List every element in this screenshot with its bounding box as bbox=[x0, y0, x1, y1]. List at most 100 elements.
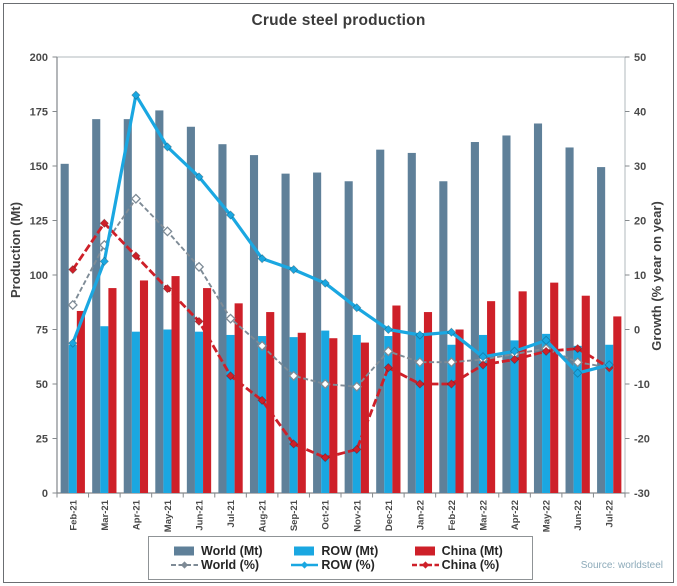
legend-label: World (Mt) bbox=[201, 543, 263, 558]
legend-item-row: ROW (%) bbox=[291, 559, 411, 572]
line-marker-icon bbox=[291, 561, 319, 569]
markers-row bbox=[68, 90, 614, 378]
left-tick-label: 25 bbox=[36, 433, 48, 445]
bar-world-mt bbox=[376, 149, 385, 493]
bar-china-mt bbox=[423, 312, 433, 493]
right-tick-label: -30 bbox=[634, 488, 650, 500]
line-marker-icon bbox=[411, 561, 439, 569]
bar-row-mt bbox=[542, 333, 551, 493]
diamond-marker bbox=[162, 142, 173, 152]
bar-row-mt bbox=[321, 330, 330, 493]
diamond-marker bbox=[446, 357, 457, 368]
bar-china-mt bbox=[613, 316, 622, 493]
bar-china-mt bbox=[550, 282, 559, 493]
left-tick-label: 0 bbox=[42, 488, 48, 500]
bar-row-mt bbox=[415, 333, 424, 493]
diamond-marker bbox=[446, 327, 457, 337]
bar-world-mt bbox=[407, 152, 416, 494]
bar-row-mt bbox=[352, 334, 361, 493]
right-tick-label: 10 bbox=[634, 270, 646, 282]
bar-world-mt bbox=[344, 181, 353, 493]
diamond-marker bbox=[67, 299, 78, 311]
diamond-marker bbox=[541, 346, 551, 356]
left-tick-label: 175 bbox=[30, 106, 48, 118]
bar-china-mt bbox=[392, 305, 401, 493]
diamond-marker bbox=[573, 343, 583, 354]
left-tick-label: 100 bbox=[30, 270, 48, 282]
source-note: Source: worldsteel bbox=[580, 560, 663, 571]
diamond-marker bbox=[68, 338, 78, 348]
x-tick-label: Jul-22 bbox=[605, 500, 616, 527]
bar-china-mt bbox=[455, 329, 464, 493]
bar-world-mt bbox=[313, 172, 322, 494]
diamond-marker bbox=[162, 226, 173, 237]
x-tick-label: Apr-21 bbox=[131, 499, 142, 530]
right-tick-label: -20 bbox=[634, 433, 650, 445]
x-tick-label: Dec-21 bbox=[384, 499, 395, 531]
x-tick-label: May-21 bbox=[163, 499, 174, 532]
bar-world-mt bbox=[439, 181, 448, 493]
diamond-marker bbox=[352, 444, 362, 455]
x-tick-label: Nov-21 bbox=[352, 499, 363, 531]
bar-row-mt bbox=[226, 334, 235, 493]
line-series-china bbox=[71, 221, 610, 459]
bar-swatch-icon bbox=[414, 546, 435, 556]
bar-row-mt bbox=[510, 340, 519, 493]
line-series-world bbox=[71, 197, 610, 388]
diamond-marker bbox=[256, 340, 268, 351]
bar-china-mt bbox=[171, 276, 180, 493]
bar-china-mt bbox=[297, 332, 306, 493]
diamond-marker bbox=[68, 264, 78, 275]
x-tick-label: Aug-21 bbox=[258, 499, 269, 532]
bar-china-mt bbox=[266, 312, 275, 493]
chart-title: Crude steel production bbox=[251, 12, 426, 29]
bar-row-mt bbox=[68, 344, 77, 493]
bar-row-mt bbox=[447, 344, 456, 493]
diamond-marker bbox=[194, 172, 204, 182]
bar-world-mt bbox=[502, 135, 511, 494]
left-tick-label: 200 bbox=[30, 52, 48, 64]
bar-china-mt bbox=[518, 291, 527, 493]
diamond-marker bbox=[383, 362, 393, 373]
right-tick-label: 40 bbox=[634, 106, 646, 118]
bar-china-mt bbox=[329, 338, 338, 493]
x-tick-label: Feb-22 bbox=[447, 500, 458, 531]
bar-row-mt bbox=[194, 331, 204, 493]
diamond-marker bbox=[225, 313, 236, 324]
bar-china-mt bbox=[139, 280, 149, 493]
bar-row-mt bbox=[384, 336, 393, 493]
diamond-marker bbox=[131, 251, 141, 261]
legend-label: China (%) bbox=[441, 558, 500, 572]
diamond-marker bbox=[352, 303, 362, 313]
diamond-marker bbox=[320, 278, 330, 288]
markers-world bbox=[67, 193, 615, 392]
diamond-marker bbox=[99, 218, 109, 228]
diamond-marker bbox=[320, 452, 330, 463]
diamond-marker bbox=[130, 193, 142, 204]
diamond-marker bbox=[351, 381, 362, 392]
bar-row-mt bbox=[258, 336, 267, 493]
bar-swatch-icon bbox=[294, 546, 315, 556]
legend-item-world: World (%) bbox=[171, 559, 291, 572]
bar-world-mt bbox=[249, 155, 259, 493]
bar-series-world-mt bbox=[60, 110, 606, 494]
right-axis-title: Growth (% year on year) bbox=[649, 201, 664, 351]
left-tick-label: 150 bbox=[30, 161, 48, 173]
bar-china-mt bbox=[360, 342, 369, 493]
bar-world-mt bbox=[597, 167, 606, 493]
left-tick-label: 125 bbox=[30, 215, 48, 227]
diamond-marker bbox=[257, 395, 267, 406]
legend-label: ROW (Mt) bbox=[321, 543, 379, 558]
diamond-marker bbox=[194, 316, 204, 326]
x-tick-label: Apr-22 bbox=[510, 500, 521, 530]
diamond-marker bbox=[509, 346, 520, 356]
legend-label: ROW (%) bbox=[321, 558, 375, 572]
right-tick-label: 0 bbox=[634, 324, 640, 336]
legend-item-china: China (%) bbox=[411, 558, 532, 572]
x-tick-label: Mar-22 bbox=[479, 500, 490, 531]
bar-row-mt bbox=[478, 334, 488, 493]
diamond-marker bbox=[446, 379, 457, 389]
diamond-marker bbox=[162, 283, 173, 294]
bar-row-mt bbox=[605, 344, 614, 493]
